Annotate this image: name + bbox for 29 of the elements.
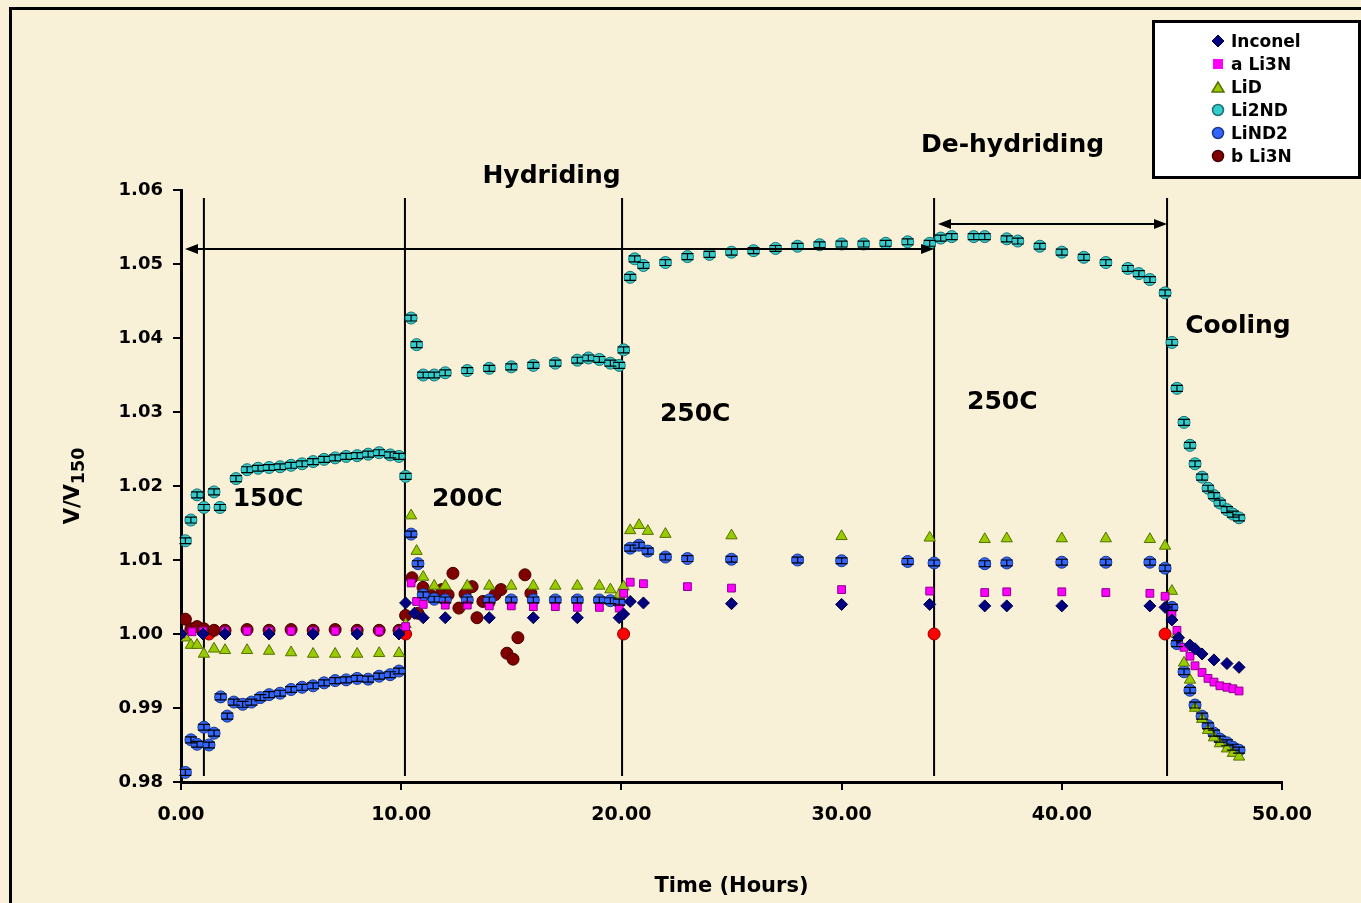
legend-label: Inconel: [1231, 30, 1301, 51]
y-tick-label: 1.06: [118, 177, 163, 199]
annotation: 250C: [967, 385, 1038, 415]
x-tick-label: 10.00: [371, 802, 432, 825]
x-axis-title: Time (Hours): [654, 872, 809, 897]
annotation: 250C: [659, 397, 731, 427]
y-tick-label: 1.01: [118, 547, 163, 569]
y-tick-label: 0.99: [118, 695, 163, 717]
annotation: 150C: [232, 482, 304, 512]
legend-label: LiND2: [1231, 122, 1288, 143]
legend-label: LiD: [1231, 76, 1262, 97]
x-tick-label: 30.00: [811, 802, 872, 825]
annotation: 200C: [431, 482, 503, 512]
x-tick-label: 0.00: [157, 802, 205, 825]
legend-label: a Li3N: [1231, 53, 1292, 74]
x-tick-label: 40.00: [1031, 802, 1092, 825]
y-tick-label: 1.03: [118, 399, 163, 421]
annotation: Cooling: [1185, 309, 1291, 339]
y-tick-label: 1.04: [118, 325, 163, 347]
text: De-hydriding: [920, 128, 1105, 158]
y-tick-label: 1.05: [118, 251, 163, 273]
y-tick-label: 1.02: [118, 473, 163, 495]
y-tick-label: 1.00: [118, 621, 163, 643]
legend-label: Li2ND: [1231, 99, 1288, 120]
text: Hydriding: [482, 159, 621, 189]
x-tick-label: 50.00: [1251, 802, 1313, 825]
legend-label: b Li3N: [1231, 145, 1292, 166]
y-tick-label: 0.98: [118, 769, 163, 791]
x-tick-label: 20.00: [591, 802, 652, 825]
